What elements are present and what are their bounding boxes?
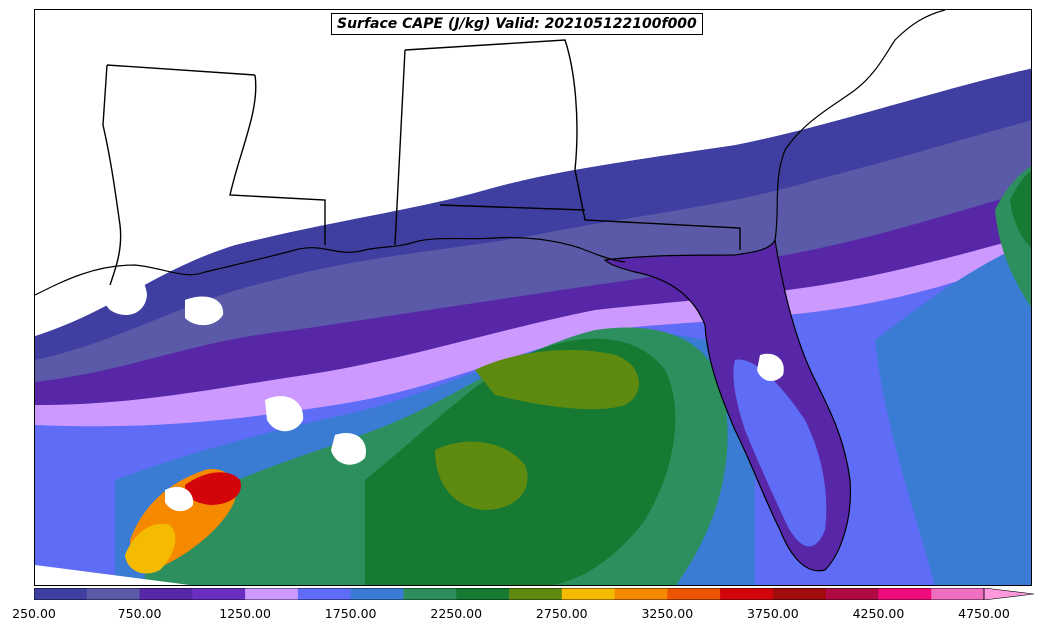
colorbar-extend-arrow — [983, 588, 1034, 600]
no-data-patch-gulf-1 — [265, 396, 304, 432]
no-data-patch-louisiana — [185, 296, 224, 326]
colorbar-tick-label: 2750.00 — [535, 606, 588, 621]
colorbar-tick-label: 250.00 — [12, 606, 56, 621]
colorbar-segment — [456, 588, 510, 600]
colorbar-segment — [614, 588, 668, 600]
colorbar-tick-label: 2250.00 — [430, 606, 483, 621]
colorbar-tick-label: 4250.00 — [852, 606, 905, 621]
state-border-3 — [229, 74, 326, 245]
atlantic-coastline — [774, 10, 946, 241]
cape-region-olive — [475, 350, 639, 410]
cape-region-atlantic-blue — [875, 240, 1031, 585]
colorbar-segment — [245, 588, 299, 600]
colorbar-segment — [192, 588, 246, 600]
colorbar-tick-label: 3750.00 — [747, 606, 799, 621]
cape-map — [35, 10, 1031, 585]
gulf-coastline — [35, 236, 626, 296]
colorbar-segment — [403, 588, 457, 600]
colorbar-segment — [772, 588, 827, 600]
colorbar-tick-label: 4750.00 — [958, 606, 1010, 621]
colorbar-tick-label: 1750.00 — [324, 606, 377, 621]
colorbar-segment — [878, 588, 932, 600]
cape-hotspot-red — [185, 472, 241, 505]
no-data-patch-yucatan — [165, 486, 194, 512]
state-border-1 — [106, 64, 256, 76]
cape-colorbar — [34, 588, 1034, 600]
colorbar-outline — [34, 588, 985, 600]
colorbar-segment — [931, 588, 985, 600]
no-data-patch-gulf-2 — [331, 432, 366, 465]
no-data-patch-florida — [757, 353, 784, 382]
no-data-region-north — [35, 10, 1031, 336]
colorbar-segment — [561, 588, 616, 600]
no-data-wedge-bottom-left — [35, 565, 190, 585]
florida-interior-blue — [733, 359, 827, 547]
colorbar-segment — [297, 588, 352, 600]
cape-region-atlantic-dark-green — [1010, 171, 1031, 248]
colorbar-segment — [86, 588, 141, 600]
colorbar-segment — [667, 588, 721, 600]
colorbar-tick-label: 3250.00 — [641, 606, 694, 621]
colorbar-tick-label: 1250.00 — [219, 606, 271, 621]
state-border-2 — [102, 64, 122, 286]
colorbar-segment — [350, 588, 404, 600]
state-border-6 — [439, 204, 586, 211]
cape-region-olive-south — [435, 441, 528, 510]
colorbar-segment — [34, 588, 88, 600]
colorbar-segment — [509, 588, 563, 600]
map-title: Surface CAPE (J/kg) Valid: 202105122100f… — [331, 13, 703, 35]
colorbar-segment — [139, 588, 193, 600]
state-border-5 — [404, 39, 741, 250]
colorbar-tick-label: 750.00 — [117, 606, 162, 621]
map-panel — [34, 9, 1032, 586]
cape-hotspot-yellow — [125, 523, 176, 574]
no-data-patch-texas — [101, 273, 147, 315]
state-border-4 — [394, 49, 406, 246]
colorbar-segment — [825, 588, 879, 600]
colorbar-segment — [720, 588, 774, 600]
